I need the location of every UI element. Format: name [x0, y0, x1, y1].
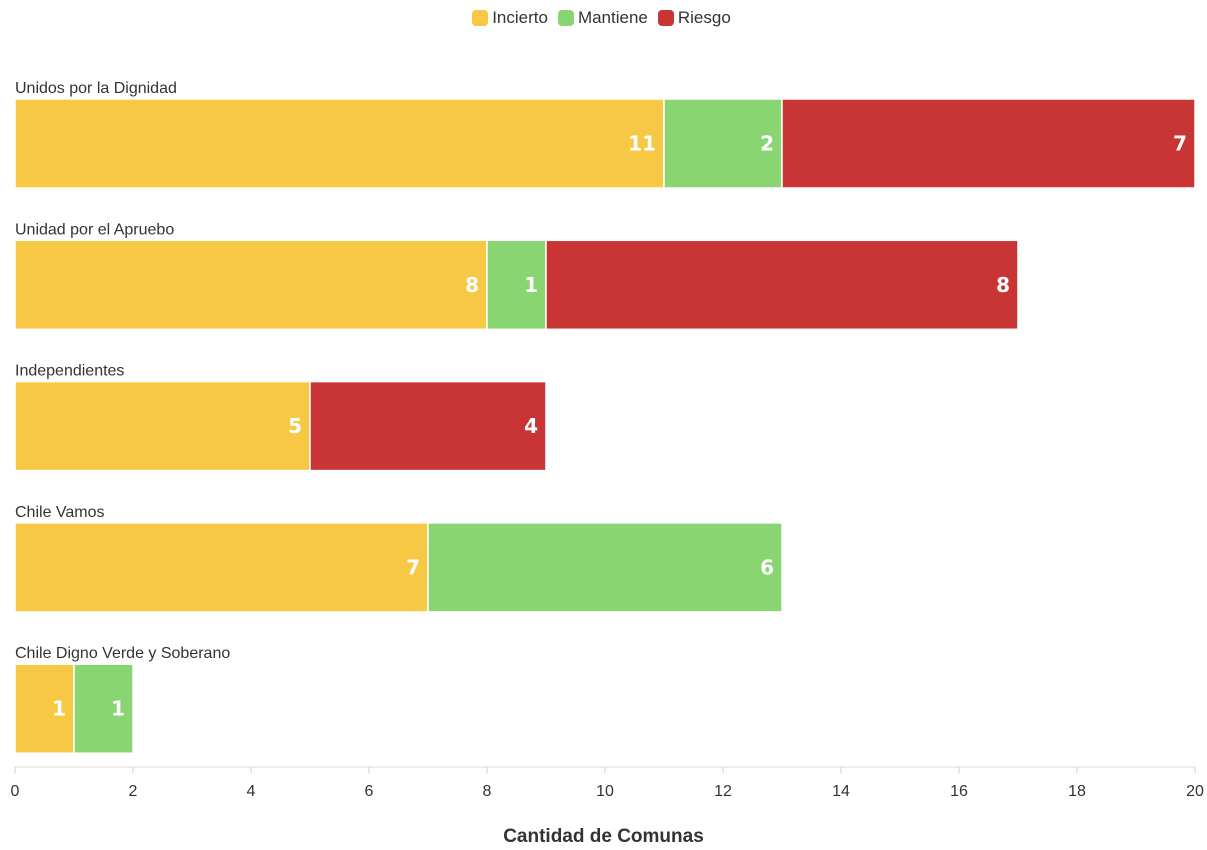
legend-label: Incierto [492, 8, 548, 27]
legend-item-mantiene[interactable]: Mantiene [557, 8, 648, 28]
x-axis-title: Cantidad de Comunas [503, 826, 704, 847]
bar-value-label: 1 [524, 273, 538, 297]
x-tick-label: 10 [596, 783, 614, 800]
legend-item-incierto[interactable]: Incierto [472, 8, 548, 28]
bar-segment-mantiene[interactable] [486, 239, 547, 331]
legend-swatch [657, 10, 674, 26]
legend-swatch [557, 10, 574, 26]
bar-segment-mantiene[interactable] [427, 522, 783, 613]
legend-swatch [472, 10, 489, 26]
category-label: Unidos por la Dignidad [15, 80, 177, 97]
bar-value-label: 5 [288, 414, 302, 438]
bar-value-label: 4 [524, 414, 538, 438]
bar-value-label: 2 [760, 132, 774, 156]
bar-segment-riesgo[interactable] [781, 98, 1196, 189]
bar-value-label: 6 [760, 555, 774, 579]
legend-label: Riesgo [677, 8, 731, 27]
x-tick-label: 16 [950, 783, 968, 800]
legend-item-riesgo[interactable]: Riesgo [657, 8, 731, 28]
bar-segment-riesgo[interactable] [545, 239, 1019, 331]
category-label: Unidad por el Apruebo [15, 221, 174, 238]
bar-segment-incierto[interactable] [14, 522, 429, 613]
x-tick-label: 12 [714, 783, 732, 800]
bar-segment-incierto[interactable] [14, 380, 311, 472]
bar-value-label: 7 [406, 555, 420, 579]
bar-segment-incierto[interactable] [14, 98, 665, 189]
x-tick-label: 8 [483, 783, 492, 800]
x-tick-label: 14 [832, 783, 850, 800]
x-tick-label: 20 [1186, 783, 1204, 800]
bar-segment-incierto[interactable] [14, 663, 75, 754]
x-tick-label: 4 [247, 783, 256, 800]
x-tick-label: 6 [365, 783, 374, 800]
legend: Incierto Mantiene Riesgo [0, 8, 1207, 28]
bar-value-label: 1 [52, 697, 66, 721]
bar-value-label: 11 [628, 132, 656, 156]
x-tick-label: 0 [11, 783, 20, 800]
bar-value-label: 1 [111, 697, 125, 721]
x-tick-label: 18 [1068, 783, 1086, 800]
bar-value-label: 8 [996, 273, 1010, 297]
bar-value-label: 7 [1173, 132, 1187, 156]
category-label: Chile Vamos [15, 504, 105, 521]
x-tick-label: 2 [129, 783, 138, 800]
legend-label: Mantiene [577, 8, 648, 27]
bar-segment-riesgo[interactable] [309, 380, 547, 472]
category-label: Chile Digno Verde y Soberano [15, 645, 230, 662]
bar-segment-mantiene[interactable] [73, 663, 134, 754]
bar-value-label: 8 [465, 273, 479, 297]
category-label: Independientes [15, 363, 124, 380]
bar-segment-incierto[interactable] [14, 239, 488, 331]
